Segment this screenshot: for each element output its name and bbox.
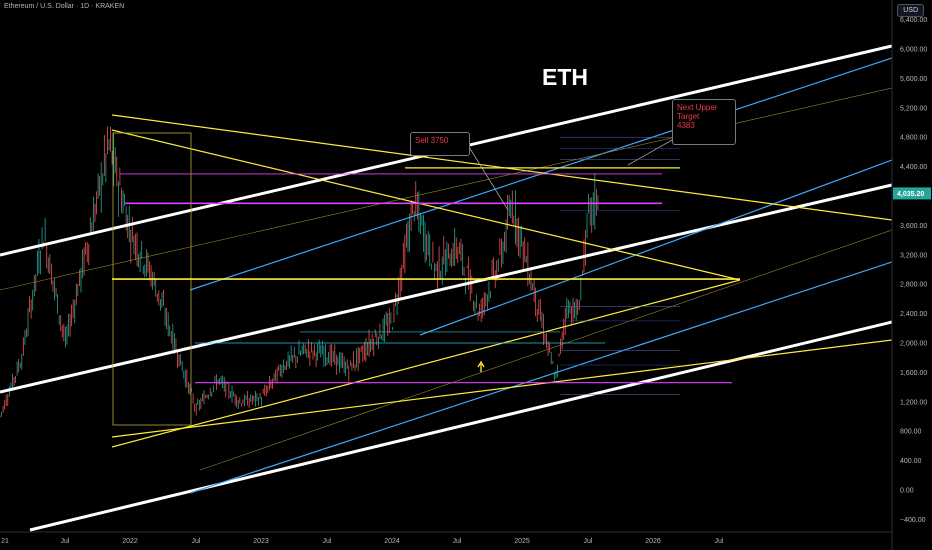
y-tick-label: 800.00	[900, 429, 922, 436]
y-tick-label: 4,400.00	[900, 164, 927, 171]
x-tick-label: Jul	[584, 538, 593, 545]
blue-lower-line	[189, 261, 893, 494]
y-tick-label: 2,400.00	[900, 311, 927, 318]
olive-line-2	[199, 229, 893, 471]
y-tick-label: 4,800.00	[900, 135, 927, 142]
x-tick-label: Jul	[715, 538, 724, 545]
trend-lines	[0, 44, 893, 532]
target-line-2: Target	[677, 112, 700, 121]
price-axis: −400.00 0.00 400.00 800.00 1,200.00 1,600.00 2…	[891, 0, 932, 550]
time-axis: 21 Jul 2022 Jul 2023 Jul 2024 Jul 2025 Jul 2026 Jul	[0, 531, 892, 545]
last-price-label: 4,035.20	[897, 191, 924, 198]
y-tick-label: 5,200.00	[900, 105, 927, 112]
target-line-3: 4383	[677, 121, 695, 130]
y-tick-label: 6,400.00	[900, 17, 927, 24]
currency-badge[interactable]: USD	[897, 4, 924, 17]
price-series	[0, 126, 599, 418]
y-tick-label: −400.00	[900, 517, 926, 524]
y-tick-label: 2,800.00	[900, 282, 927, 289]
y-tick-label: 3,600.00	[900, 223, 927, 230]
last-price-badge	[893, 187, 931, 200]
x-tick-label: Jul	[453, 538, 462, 545]
symbol-header[interactable]: Ethereum / U.S. Dollar · 1D · KRAKEN	[4, 3, 125, 10]
up-arrow	[477, 360, 485, 372]
y-tick-label: 1,200.00	[900, 399, 927, 406]
x-tick-label: 2024	[384, 538, 400, 545]
y-tick-label: 5,600.00	[900, 76, 927, 83]
yellow-wedge-lower	[111, 279, 741, 448]
target-leader	[627, 139, 673, 166]
yellow-support-line	[111, 339, 893, 438]
x-tick-label: Jul	[192, 538, 201, 545]
x-tick-label: 2022	[122, 538, 138, 545]
middle-channel-line	[0, 183, 893, 394]
olive-line-1	[0, 87, 893, 291]
yellow-wedge-upper	[111, 129, 741, 281]
price-axis-bg	[892, 0, 932, 550]
horizontal-levels	[112, 136, 740, 395]
target-callout: Next Upper Target 4383	[672, 99, 736, 145]
x-tick-label: 21	[1, 538, 9, 545]
target-line-1: Next Upper	[677, 103, 718, 112]
x-tick-label: 2025	[514, 538, 530, 545]
sell-callout-text: Sell 3750	[415, 136, 449, 145]
y-tick-label: 400.00	[900, 458, 922, 465]
y-tick-label: 2,000.00	[900, 341, 927, 348]
x-tick-label: Jul	[323, 538, 332, 545]
sell-callout: Sell 3750	[410, 132, 470, 156]
sell-leader	[465, 141, 509, 211]
x-tick-label: Jul	[61, 538, 70, 545]
blue-mid-line	[419, 159, 893, 336]
x-tick-label: 2023	[253, 538, 269, 545]
y-tick-label: 1,600.00	[900, 370, 927, 377]
lower-channel-line	[29, 320, 893, 532]
x-tick-label: 2026	[645, 538, 661, 545]
y-tick-label: 6,000.00	[900, 47, 927, 54]
y-tick-label: 3,200.00	[900, 252, 927, 259]
chart-title: ETH	[542, 64, 588, 90]
y-tick-label: 0.00	[900, 488, 914, 495]
